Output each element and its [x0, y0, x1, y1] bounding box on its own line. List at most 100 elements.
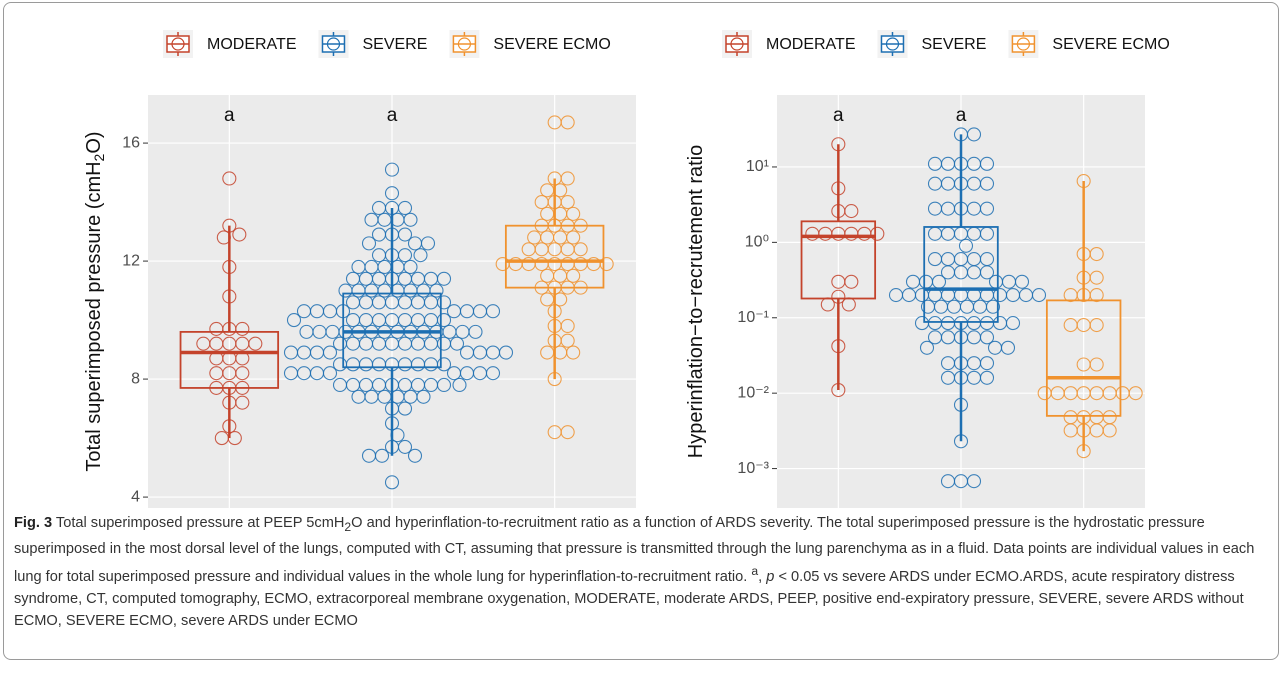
point	[485, 366, 501, 381]
point	[436, 295, 452, 310]
point	[403, 259, 418, 275]
figure: 4 8 12 16 Total superimposed pressure (cmH2O…	[83, 30, 1170, 508]
point	[979, 156, 995, 171]
point	[1089, 288, 1104, 303]
point	[248, 336, 263, 351]
legend-label: SEVERE ECMO	[1052, 36, 1169, 53]
legend-key	[885, 37, 900, 51]
point	[566, 345, 581, 360]
point	[436, 313, 452, 328]
point	[979, 201, 995, 216]
point	[416, 389, 431, 404]
point	[407, 448, 423, 463]
point	[534, 195, 549, 210]
point	[831, 339, 846, 354]
point	[413, 248, 428, 263]
point	[468, 324, 483, 339]
point	[361, 236, 377, 251]
point	[222, 289, 237, 304]
caption-text: < 0.05 vs severe ARDS under ECMO.ARDS, a…	[14, 568, 1244, 629]
point	[296, 304, 312, 319]
point	[844, 204, 859, 219]
point	[345, 313, 361, 328]
legend-label: SEVERE ECMO	[493, 36, 610, 53]
caption-text: Total superimposed pressure at PEEP 5cmH	[52, 515, 345, 531]
point	[599, 256, 614, 272]
point	[235, 351, 250, 366]
point	[1014, 274, 1030, 289]
legend-label: MODERATE	[766, 36, 855, 53]
point	[1063, 423, 1078, 438]
point	[979, 265, 995, 280]
point	[527, 230, 542, 245]
caption-sup: a	[751, 563, 759, 578]
legend-label: MODERATE	[207, 36, 296, 53]
legend-key	[730, 37, 744, 51]
point	[566, 268, 581, 283]
point	[927, 252, 943, 267]
point	[209, 351, 224, 366]
y-tick-label: 12	[122, 252, 140, 269]
point	[485, 304, 501, 319]
point	[1089, 246, 1104, 262]
point	[573, 242, 588, 257]
point	[560, 195, 575, 210]
point	[841, 297, 856, 312]
point	[429, 283, 444, 298]
point	[985, 299, 1001, 314]
point	[1089, 318, 1104, 333]
point	[953, 434, 969, 449]
point	[222, 218, 237, 233]
y-axis-label-part: O)	[83, 131, 105, 153]
point	[534, 218, 549, 233]
point	[979, 176, 995, 191]
point	[979, 370, 995, 385]
point	[540, 345, 555, 360]
point	[384, 162, 400, 177]
point	[351, 389, 366, 404]
point	[371, 227, 387, 242]
point	[566, 230, 581, 245]
point	[940, 474, 956, 489]
point	[540, 268, 555, 283]
point	[397, 439, 413, 454]
point	[1128, 386, 1143, 401]
point	[966, 474, 982, 489]
legend-key	[1016, 37, 1031, 51]
point	[371, 200, 387, 216]
point	[566, 206, 581, 221]
point	[831, 181, 846, 196]
point	[870, 226, 885, 241]
point	[235, 380, 250, 395]
point	[283, 345, 299, 360]
point	[235, 395, 250, 410]
figure-frame	[3, 2, 1279, 660]
y-axis-label-part: 2	[91, 153, 107, 161]
point	[209, 366, 224, 381]
box	[800, 220, 877, 300]
point	[498, 345, 514, 360]
point	[214, 431, 229, 446]
caption-italic: p	[766, 568, 775, 585]
point	[332, 377, 348, 393]
legend-key	[326, 37, 341, 51]
point	[235, 321, 250, 336]
point	[927, 201, 943, 216]
point	[573, 280, 588, 295]
point	[452, 377, 467, 393]
point	[1076, 444, 1091, 459]
y-axis-label: Hyperinflation−to−recrutement ratio	[685, 145, 707, 459]
point	[345, 271, 361, 286]
box	[179, 330, 280, 389]
y-tick-label: 10⁰	[745, 234, 769, 251]
point	[1089, 357, 1104, 372]
y-tick-label: 10⁻³	[737, 460, 769, 477]
point	[1037, 386, 1052, 401]
point	[332, 336, 348, 351]
point	[364, 212, 379, 227]
caption-text: O and hyperinflation-to-recruitment rati…	[14, 515, 1255, 585]
point	[547, 372, 562, 387]
y-axis-label-part: Total superimposed pressure (cmH	[83, 161, 105, 471]
caption-label: Fig. 3	[14, 515, 53, 531]
